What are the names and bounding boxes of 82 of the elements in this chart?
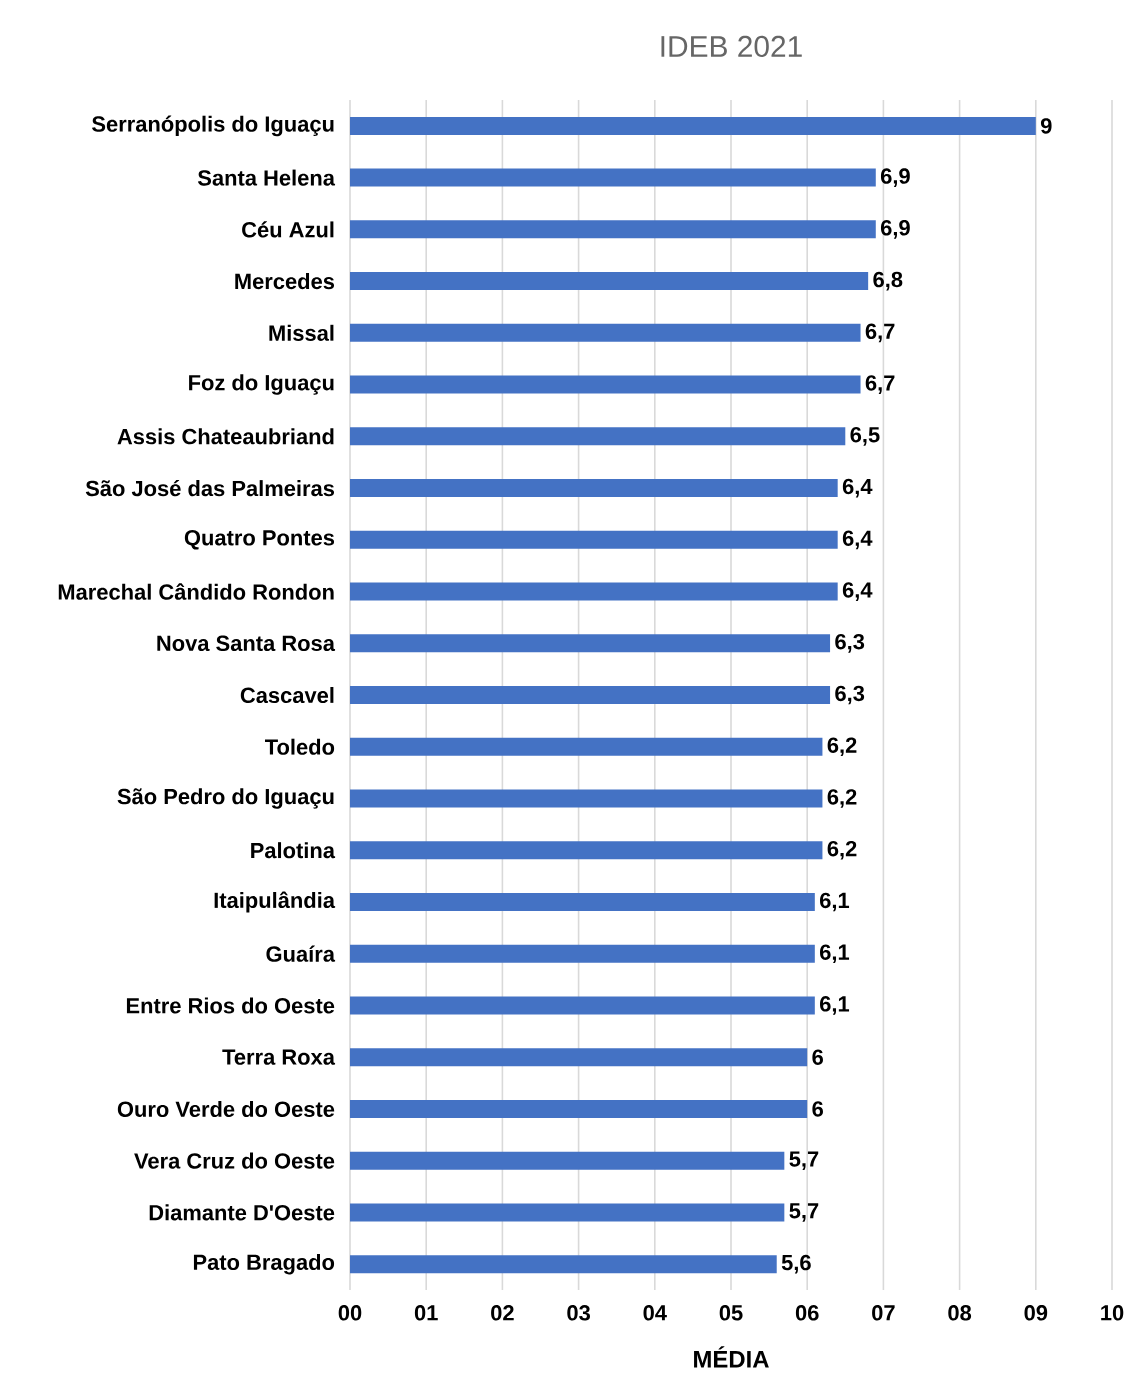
bar: [350, 686, 831, 705]
x-tick-label: 03: [567, 1305, 591, 1321]
bar: [350, 220, 876, 239]
chart-title: IDEB 2021: [661, 35, 802, 57]
x-axis-title: MÉDIA: [694, 1346, 769, 1368]
y-tick-label: Ouro Verde do Oeste: [117, 1100, 335, 1117]
y-tick-label: São Pedro do Iguaçu: [117, 788, 334, 809]
bar: [350, 737, 823, 756]
bar: [350, 1099, 808, 1118]
bar: [350, 1203, 785, 1222]
data-label: 6,2: [827, 737, 857, 757]
bar: [350, 582, 838, 601]
y-tick-label: Nova Santa Rosa: [157, 635, 336, 652]
bar: [350, 479, 838, 498]
x-tick-label: 09: [1024, 1305, 1048, 1321]
bar: [350, 1048, 808, 1067]
x-tick-label: 00: [338, 1305, 362, 1321]
y-tick-label: Céu Azul: [242, 221, 334, 238]
data-label: 5,6: [781, 1254, 811, 1274]
data-label: 5,7: [789, 1151, 819, 1170]
y-tick-label: Guaíra: [266, 945, 336, 962]
x-tick-label: 01: [414, 1305, 438, 1321]
bar: [350, 116, 1036, 135]
bar: [350, 789, 823, 808]
data-label: 6,4: [842, 478, 873, 498]
x-tick-label: 05: [719, 1305, 743, 1321]
x-tick-label: 04: [643, 1305, 667, 1321]
bar: [350, 375, 861, 394]
data-label: 6,2: [827, 789, 857, 808]
y-tick-label: Pato Bragado: [194, 1253, 335, 1275]
data-label: 6,1: [820, 944, 850, 964]
bar: [350, 1255, 777, 1274]
y-tick-label: Cascavel: [240, 686, 334, 704]
y-tick-label: Mercedes: [235, 273, 335, 290]
y-tick-label: Missal: [269, 324, 334, 341]
data-label: 6,8: [873, 271, 903, 291]
data-label: 5,7: [789, 1203, 819, 1222]
x-tick-label: 07: [872, 1305, 895, 1321]
data-label: 6,7: [865, 375, 895, 394]
y-tick-label: Terra Roxa: [222, 1049, 336, 1065]
bar: [350, 272, 869, 291]
y-tick-label: Vera Cruz do Oeste: [134, 1152, 335, 1169]
x-tick-label: 06: [795, 1305, 819, 1321]
data-label: 6,1: [820, 996, 850, 1015]
bar: [350, 841, 823, 860]
y-tick-label: Toledo: [265, 738, 335, 755]
data-label: 9: [1041, 118, 1052, 134]
y-tick-label: Palotina: [251, 842, 336, 859]
data-label: 6,1: [820, 892, 850, 912]
data-label: 6,2: [827, 840, 857, 860]
bar: [350, 892, 815, 911]
bar: [350, 1151, 785, 1170]
x-tick-label: 08: [948, 1305, 972, 1321]
data-label: 6,3: [835, 685, 865, 705]
data-label: 6,3: [835, 633, 865, 653]
bar: [350, 634, 831, 653]
bar: [350, 996, 815, 1015]
data-label: 6: [812, 1049, 824, 1065]
y-tick-label: Santa Helena: [198, 169, 336, 186]
y-tick-label: Assis Chateaubriand: [117, 428, 334, 445]
data-label: 6,4: [842, 530, 873, 550]
x-tick-label: 02: [491, 1305, 514, 1321]
data-label: 6: [812, 1101, 824, 1117]
y-tick-label: Marechal Cândido Rondon: [58, 583, 334, 600]
y-tick-label: Diamante D'Oeste: [149, 1204, 335, 1221]
data-label: 6,4: [842, 582, 873, 601]
data-label: 6,5: [850, 426, 880, 446]
bar: [350, 323, 861, 342]
y-tick-label: Quatro Pontes: [184, 530, 335, 550]
data-label: 6,7: [865, 323, 895, 343]
bar: [350, 168, 876, 187]
y-tick-label: Itaipulândia: [214, 891, 336, 913]
bar: [350, 427, 846, 446]
bar: [350, 530, 838, 549]
x-tick-label: 10: [1101, 1305, 1124, 1321]
data-label: 6,9: [881, 168, 910, 187]
data-label: 6,9: [881, 220, 910, 239]
bar: [350, 944, 815, 963]
y-tick-label: São José das Palmeiras: [85, 479, 335, 497]
y-tick-label: Foz do Iguaçu: [189, 374, 334, 395]
y-tick-label: Entre Rios do Oeste: [127, 997, 335, 1014]
y-tick-label: Serranópolis do Iguaçu: [92, 115, 334, 137]
